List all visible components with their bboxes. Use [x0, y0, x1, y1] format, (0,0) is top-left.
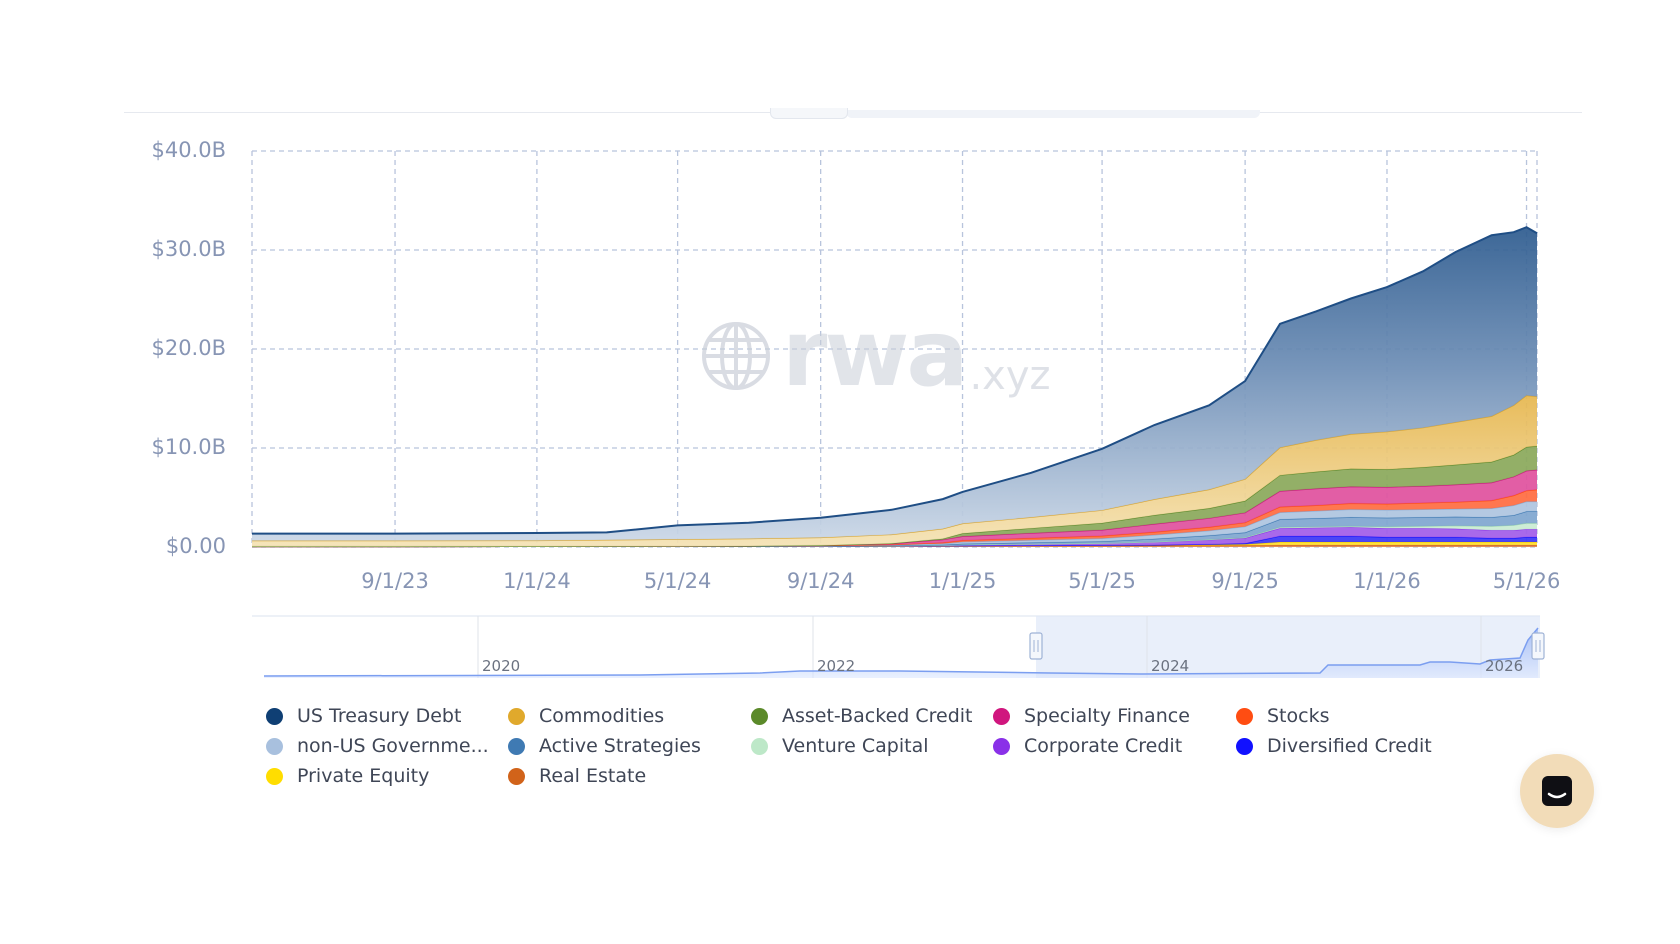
- y-tick-label: $0.00: [165, 534, 226, 558]
- legend-swatch: [266, 707, 283, 725]
- legend-label: Asset-Backed Credit: [782, 705, 973, 727]
- legend-label: Real Estate: [539, 765, 647, 787]
- y-tick-label: $10.0B: [151, 435, 226, 459]
- legend-item-specialty-finance[interactable]: Specialty Finance: [993, 704, 1236, 728]
- x-tick-label: 1/1/25: [928, 569, 997, 593]
- legend-item-stocks[interactable]: Stocks: [1236, 704, 1478, 728]
- legend-swatch: [993, 707, 1010, 725]
- legend-swatch: [751, 707, 768, 725]
- y-tick-label: $40.0B: [151, 138, 226, 162]
- navigator-handle-grip[interactable]: [1531, 632, 1545, 660]
- y-tick-label: $30.0B: [151, 237, 226, 261]
- y-tick-label: $20.0B: [151, 336, 226, 360]
- series-areas: [252, 226, 1538, 548]
- chat-icon: [1542, 776, 1572, 806]
- navigator-line: [263, 627, 1539, 677]
- legend-item-diversified-credit[interactable]: Diversified Credit: [1236, 734, 1478, 758]
- area-commodities[interactable]: [252, 395, 1537, 547]
- chat-button[interactable]: [1520, 754, 1594, 828]
- navigator-handle-right[interactable]: [1531, 632, 1545, 660]
- legend-label: Commodities: [539, 705, 665, 727]
- x-tick-label: 9/1/24: [786, 569, 855, 593]
- line-us-treasury-debt: [252, 226, 1538, 535]
- legend-label: US Treasury Debt: [297, 705, 462, 727]
- legend-label: Venture Capital: [782, 735, 929, 757]
- x-tick-label: 5/1/25: [1068, 569, 1136, 593]
- navigator-handle-left[interactable]: [1029, 632, 1043, 660]
- legend-swatch: [508, 737, 525, 755]
- navigator-tick-label: 2024: [1151, 657, 1189, 675]
- legend-item-commodities[interactable]: Commodities: [508, 704, 751, 728]
- legend-swatch: [508, 767, 525, 785]
- legend-swatch: [266, 737, 283, 755]
- x-tick-label: 1/1/24: [503, 569, 571, 593]
- legend-item-asset-backed-credit[interactable]: Asset-Backed Credit: [751, 704, 993, 728]
- legend-label: Active Strategies: [539, 735, 701, 757]
- time-range-tab[interactable]: [770, 108, 848, 119]
- area-active-strategies[interactable]: [252, 511, 1537, 547]
- legend-label: Stocks: [1267, 705, 1330, 727]
- navigator-tick-label: 2022: [817, 657, 855, 675]
- legend-item-private-equity[interactable]: Private Equity: [266, 764, 508, 788]
- legend-item-venture-capital[interactable]: Venture Capital: [751, 734, 993, 758]
- legend-label: non-US Governme...: [297, 735, 489, 757]
- range-navigator[interactable]: 2020 2022 2024 2026: [252, 615, 1545, 678]
- legend-label: Corporate Credit: [1024, 735, 1183, 757]
- x-tick-label: 5/1/24: [643, 569, 712, 593]
- x-tick-label: 5/1/26: [1492, 569, 1561, 593]
- x-tick-label: 9/1/25: [1211, 569, 1279, 593]
- legend-item-us-treasury-debt[interactable]: US Treasury Debt: [266, 704, 508, 728]
- chart-legend: US Treasury Debt Commodities Asset-Backed …: [266, 704, 1556, 788]
- navigator-area: [264, 628, 1538, 678]
- legend-label: Specialty Finance: [1024, 705, 1190, 727]
- legend-label: Diversified Credit: [1267, 735, 1432, 757]
- navigator-tick-label: 2020: [482, 657, 520, 675]
- legend-swatch: [508, 707, 525, 725]
- legend-swatch: [1236, 737, 1253, 755]
- area-corporate-credit[interactable]: [252, 527, 1537, 547]
- legend-item-corporate-credit[interactable]: Corporate Credit: [993, 734, 1236, 758]
- legend-item-non-us-governme[interactable]: non-US Governme...: [266, 734, 508, 758]
- area-us-treasury-debt[interactable]: [252, 227, 1537, 541]
- x-tick-label: 1/1/26: [1353, 569, 1421, 593]
- legend-swatch: [266, 767, 283, 785]
- time-range-tab-strip: [846, 110, 1260, 118]
- legend-label: Private Equity: [297, 765, 430, 787]
- right-edge-mask: [1582, 640, 1680, 850]
- navigator-tick-label: 2026: [1485, 657, 1523, 675]
- legend-swatch: [1236, 707, 1253, 725]
- area-private-equity[interactable]: [252, 542, 1537, 547]
- legend-item-active-strategies[interactable]: Active Strategies: [508, 734, 751, 758]
- legend-swatch: [751, 737, 768, 755]
- x-tick-label: 9/1/23: [361, 569, 429, 593]
- legend-swatch: [993, 737, 1010, 755]
- legend-item-real-estate[interactable]: Real Estate: [508, 764, 751, 788]
- navigator-handle-grip[interactable]: [1029, 632, 1043, 660]
